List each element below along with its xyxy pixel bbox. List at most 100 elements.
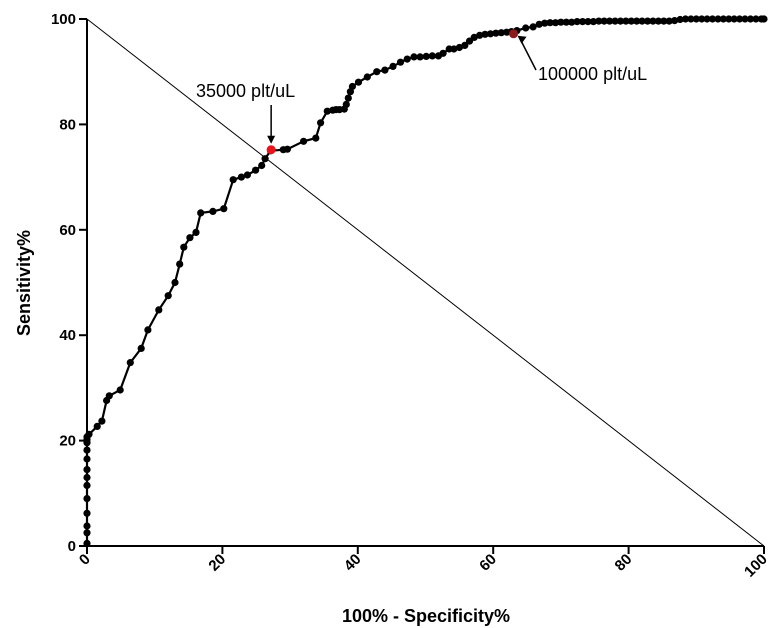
data-point [192,228,200,236]
data-point [497,29,505,37]
data-point [557,18,565,26]
data-point [83,529,91,537]
data-point [197,209,205,217]
x-tick-label: 40 [341,551,365,575]
data-point [703,15,711,23]
data-point [730,15,738,23]
data-point [342,100,350,108]
data-point [180,243,188,251]
data-point [589,18,598,26]
data-point [323,107,331,115]
data-point [186,234,194,242]
data-point [381,66,389,74]
data-point [708,15,717,23]
data-point [522,24,530,32]
data-point [354,78,363,86]
data-point [660,17,668,25]
data-point [665,17,673,25]
highlight-point-35000 [266,145,276,155]
data-point [529,23,537,31]
data-point [83,455,91,463]
arrowhead-35000 [267,135,276,144]
data-point [492,29,500,37]
data-point [595,17,603,25]
data-point [237,173,245,181]
annotation-100000: 100000 plt/uL [538,64,647,84]
data-point [164,292,172,300]
annotation-35000: 35000 plt/uL [196,81,295,101]
data-point [600,17,608,25]
data-point [584,18,592,26]
data-point [83,466,91,474]
data-point [155,306,163,314]
data-point [698,15,706,23]
x-tick-label: 0 [76,551,94,569]
data-point [606,17,614,25]
data-point [535,20,543,28]
data-point [317,119,325,127]
data-point [93,422,101,430]
data-point [481,30,489,38]
annotations: 35000 plt/uL 100000 plt/uL [196,29,647,155]
data-point [633,17,641,25]
data-point [171,278,179,287]
data-point [312,134,320,142]
data-point [229,176,237,184]
x-tick-label: 80 [612,551,636,575]
data-point [687,15,695,23]
data-point [116,386,124,394]
y-axis-title: Sensitivity% [14,230,34,336]
data-point [455,43,463,52]
data-point [209,207,217,215]
x-ticks: 0 20 40 60 80 100 [76,546,768,581]
data-point [568,18,576,26]
data-point [410,53,418,61]
data-point [692,15,700,23]
data-point [389,62,397,70]
data-point [144,326,152,334]
data-point [83,522,91,530]
data-point [671,17,679,25]
data-point [344,94,352,102]
x-tick-label: 20 [205,551,229,575]
data-point [283,145,291,153]
data-point [573,18,581,26]
data-point [579,18,587,26]
y-tick-label: 20 [59,433,76,450]
reference-diagonal [86,18,765,547]
data-point [450,45,458,53]
data-point [373,68,381,76]
data-point [261,155,269,163]
data-point [105,392,113,400]
data-point [725,15,733,23]
data-point [541,19,549,27]
y-ticks: 0 20 40 60 80 100 [51,11,87,555]
data-point [719,15,728,23]
data-point [126,359,134,367]
y-tick-label: 0 [68,538,76,555]
data-point [562,18,570,26]
data-point [470,33,478,42]
x-tick-label: 100 [741,551,768,581]
data-point [611,17,619,25]
data-point [403,55,411,63]
data-point [486,30,495,38]
data-point [627,17,635,25]
data-point [396,58,405,66]
y-tick-label: 100 [51,11,76,28]
data-point [258,161,266,170]
data-point [137,344,145,352]
data-point [422,52,430,61]
data-point [546,19,554,27]
y-tick-label: 60 [59,222,76,239]
arrowhead-100000 [517,35,527,44]
series-points [83,15,768,548]
data-point [616,17,625,25]
data-point [176,260,184,268]
data-point [416,53,424,61]
data-point [98,417,106,425]
data-point [752,15,760,23]
y-tick-label: 80 [59,116,76,133]
data-point [736,15,744,23]
